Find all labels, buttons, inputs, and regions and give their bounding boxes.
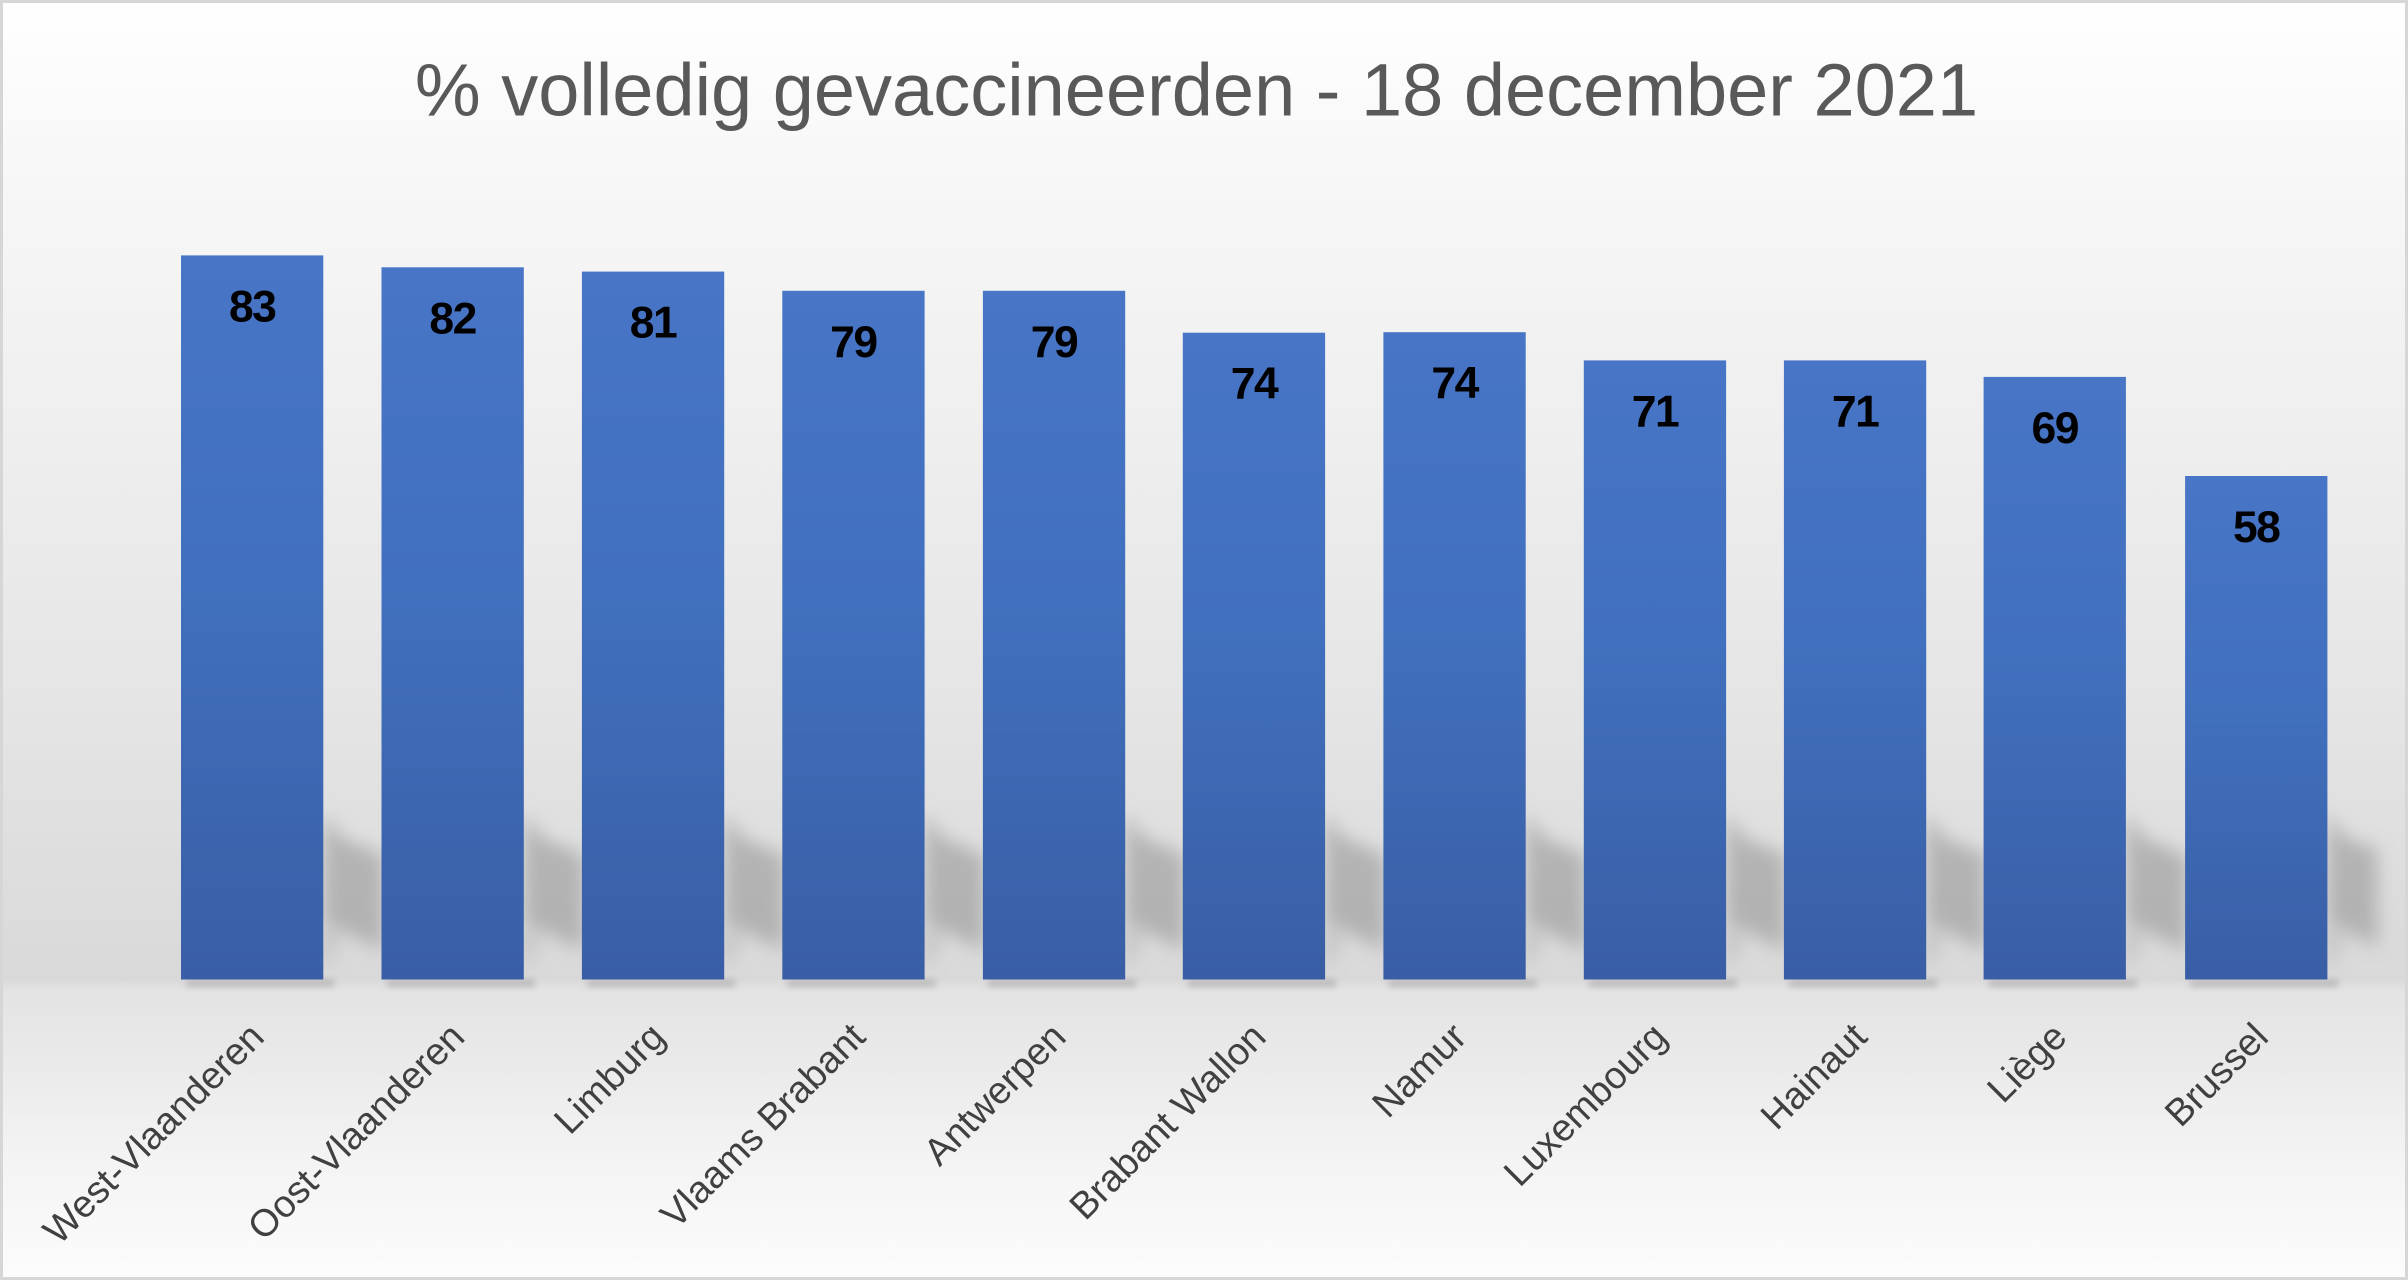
svg-text:69: 69 xyxy=(2032,404,2079,453)
svg-text:% volledig gevaccineerden - 18: % volledig gevaccineerden - 18 december … xyxy=(415,49,1978,132)
svg-text:82: 82 xyxy=(429,294,476,343)
svg-text:71: 71 xyxy=(1832,387,1879,436)
svg-text:81: 81 xyxy=(630,299,677,348)
svg-text:58: 58 xyxy=(2233,503,2280,552)
svg-text:79: 79 xyxy=(830,318,877,367)
svg-text:74: 74 xyxy=(1431,359,1479,408)
svg-text:79: 79 xyxy=(1031,318,1078,367)
svg-text:74: 74 xyxy=(1231,360,1279,409)
svg-text:71: 71 xyxy=(1632,387,1679,436)
svg-text:83: 83 xyxy=(229,282,276,331)
